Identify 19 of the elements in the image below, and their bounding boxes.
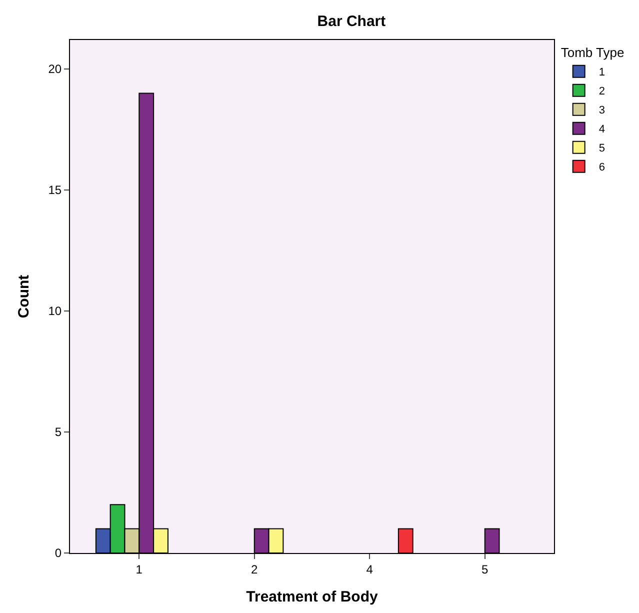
legend-label: 5 xyxy=(598,142,605,155)
y-tick-label: 5 xyxy=(54,425,62,440)
legend-label: 6 xyxy=(598,162,605,174)
legend-label: 3 xyxy=(598,104,605,117)
y-tick-label: 10 xyxy=(48,304,62,318)
legend-label: 4 xyxy=(598,124,605,136)
legend-label: 2 xyxy=(598,86,605,98)
x-tick-label: 5 xyxy=(482,562,489,576)
x-tick-label: 1 xyxy=(136,562,143,576)
x-tick-label: 4 xyxy=(366,562,374,576)
y-axis-title: Count xyxy=(15,274,32,318)
y-tick-label: 0 xyxy=(54,546,62,560)
y-tick-label: 15 xyxy=(48,183,62,198)
legend-title: Tomb Type xyxy=(560,44,624,60)
x-tick-label: 2 xyxy=(251,562,258,576)
chart-title: Bar Chart xyxy=(317,12,386,30)
y-tick-label: 20 xyxy=(48,62,62,76)
legend-label: 1 xyxy=(598,66,605,79)
x-axis-title: Treatment of Body xyxy=(246,588,378,606)
